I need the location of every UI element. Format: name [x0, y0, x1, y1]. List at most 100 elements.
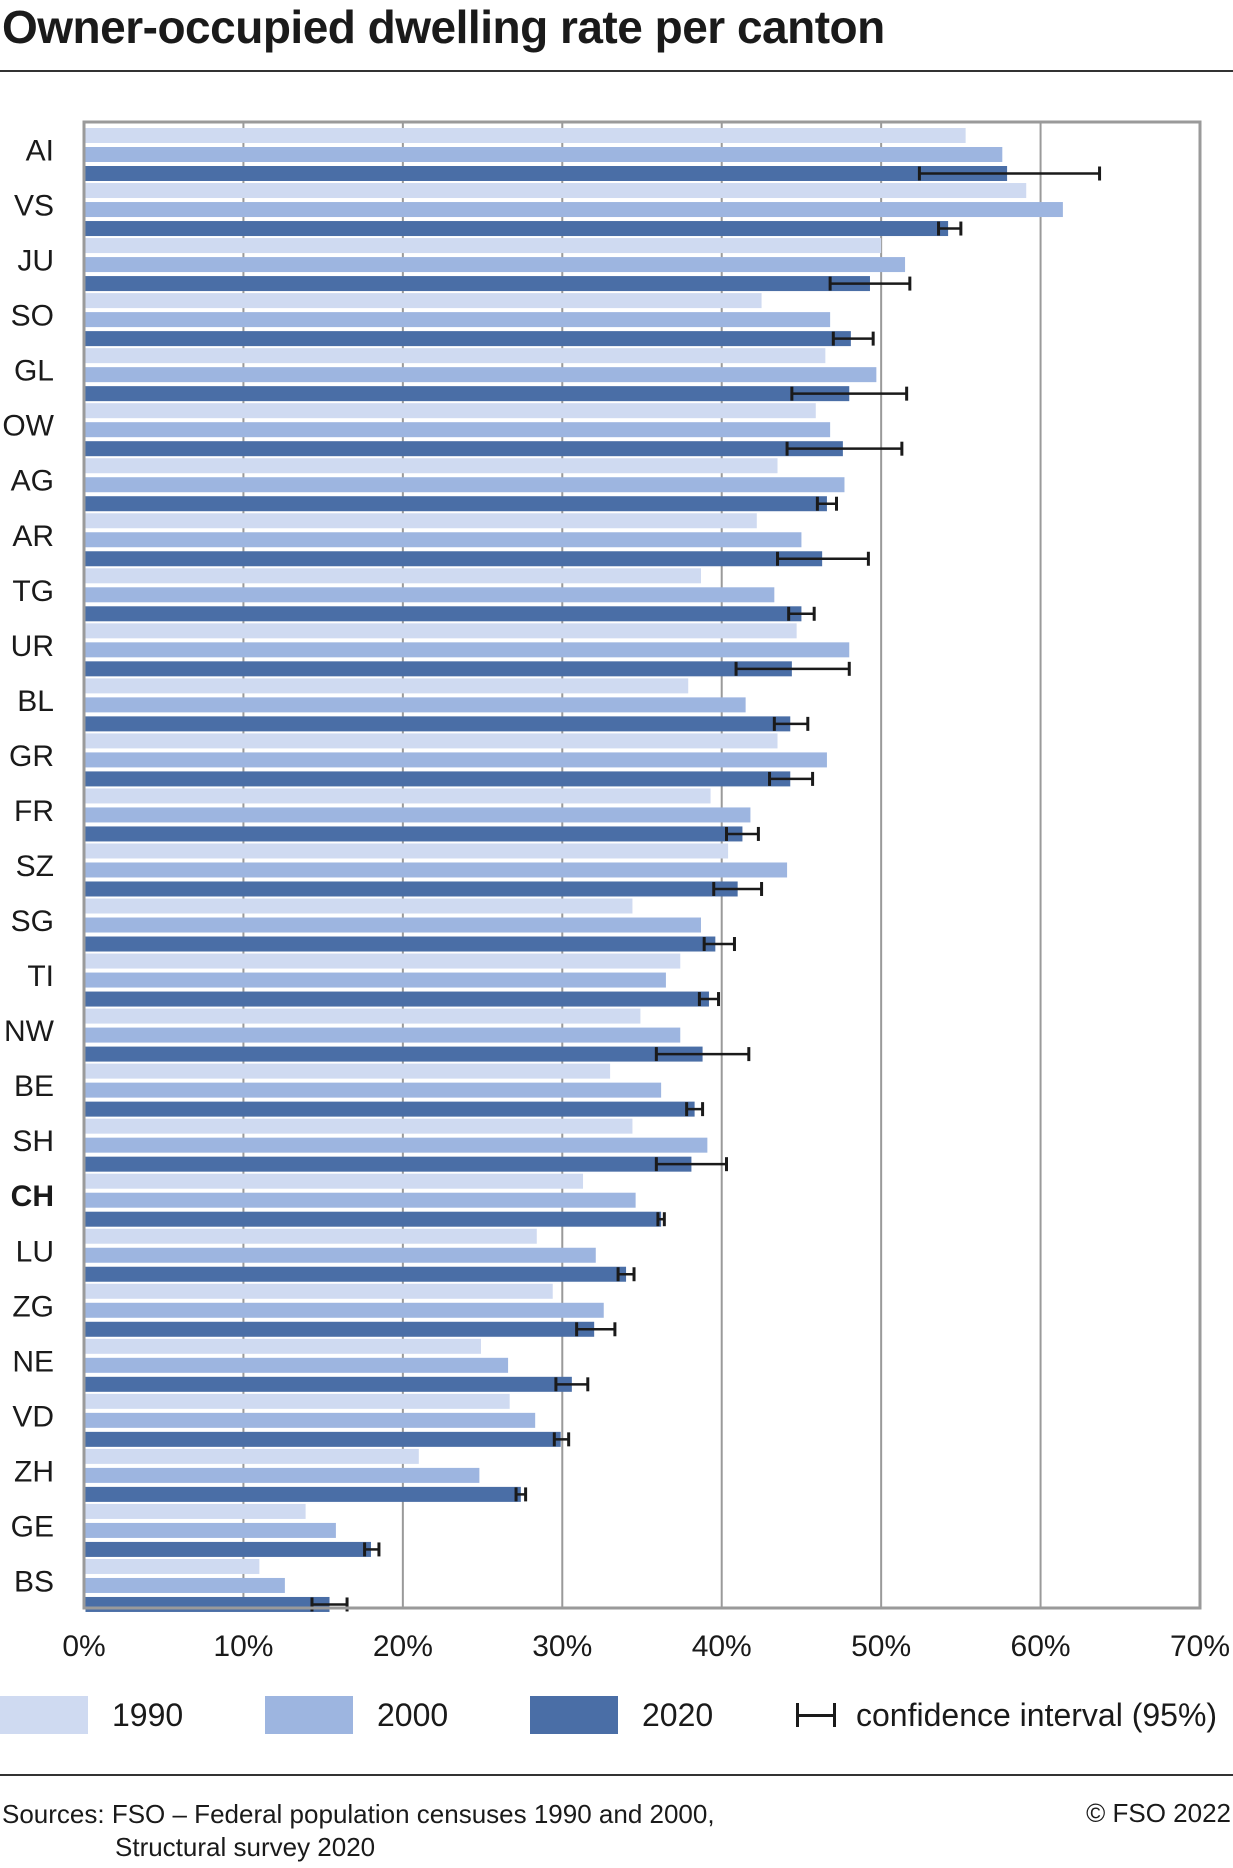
bar-1990-sz [85, 843, 729, 859]
category-label-ow: OW [2, 410, 54, 443]
category-label-so: SO [11, 300, 54, 333]
bar-1990-gr [85, 733, 778, 749]
category-label-ar: AR [12, 520, 54, 553]
bar-1990-lu [85, 1228, 537, 1244]
bar-1990-ne [85, 1338, 481, 1354]
bar-2000-so [85, 312, 831, 328]
bar-2000-vd [85, 1412, 536, 1428]
bar-2020-ag [85, 496, 827, 512]
bar-1990-so [85, 293, 762, 309]
bar-1990-ar [85, 513, 757, 529]
bar-2000-ar [85, 532, 802, 548]
legend-item-ci: confidence interval (95%) [796, 1690, 1217, 1740]
bar-2000-ge [85, 1522, 336, 1538]
copyright-note: © FSO 2022 [1086, 1798, 1231, 1828]
bar-2020-ge [85, 1541, 371, 1557]
bar-2000-bs [85, 1577, 285, 1593]
plot-frame [82, 120, 1202, 1610]
bar-1990-fr [85, 788, 711, 804]
category-label-nw: NW [4, 1015, 55, 1048]
bar-1990-sh [85, 1118, 633, 1134]
footer-divider [0, 1774, 1233, 1776]
bar-2020-fr [85, 826, 743, 842]
bar-2020-ne [85, 1376, 572, 1392]
bar-2020-lu [85, 1266, 627, 1282]
bar-2000-ch [85, 1192, 636, 1208]
x-tick-label: 10% [213, 1630, 273, 1663]
bar-2020-bl [85, 716, 791, 732]
category-label-gr: GR [9, 740, 54, 773]
bar-2000-sg [85, 917, 701, 933]
bar-2000-sh [85, 1137, 708, 1153]
category-label-ju: JU [17, 245, 54, 278]
bar-2020-ow [85, 441, 843, 457]
bar-1990-ur [85, 623, 797, 639]
category-label-vd: VD [12, 1400, 54, 1433]
legend-label-2000: 2000 [377, 1696, 449, 1733]
legend-item-2020: 2020 [530, 1690, 713, 1740]
bar-2020-be [85, 1101, 695, 1117]
x-tick-label: 60% [1011, 1630, 1071, 1663]
bar-2000-ti [85, 972, 666, 988]
category-label-ai: AI [26, 135, 54, 168]
x-tick-label: 40% [692, 1630, 752, 1663]
category-label-ge: GE [11, 1510, 54, 1543]
bar-2020-so [85, 331, 851, 347]
bar-2000-bl [85, 697, 746, 713]
legend-swatch-2000 [265, 1696, 353, 1734]
category-label-lu: LU [16, 1235, 54, 1268]
bar-1990-nw [85, 1008, 641, 1024]
category-label-ti: TI [27, 960, 54, 993]
legend-label-2020: 2020 [642, 1696, 714, 1733]
category-label-zg: ZG [12, 1290, 54, 1323]
bars [85, 128, 1063, 1612]
bar-1990-zh [85, 1448, 419, 1464]
bar-2020-vd [85, 1431, 561, 1447]
confidence-interval-icon [796, 1703, 836, 1727]
bar-1990-sg [85, 898, 633, 914]
bar-1990-ow [85, 403, 816, 419]
category-label-sg: SG [11, 905, 54, 938]
bar-2020-tg [85, 606, 802, 622]
bar-2000-be [85, 1082, 662, 1098]
bar-2000-zh [85, 1467, 480, 1483]
category-label-ur: UR [11, 630, 54, 663]
category-label-be: BE [14, 1070, 54, 1103]
x-tick-label: 70% [1170, 1630, 1230, 1663]
bar-2020-zh [85, 1486, 521, 1502]
bar-1990-bl [85, 678, 689, 694]
bar-1990-gl [85, 348, 826, 364]
category-label-gl: GL [14, 355, 54, 388]
bar-2020-ti [85, 991, 709, 1007]
bar-2000-fr [85, 807, 751, 823]
bar-1990-ge [85, 1503, 306, 1519]
bar-1990-bs [85, 1558, 260, 1574]
bar-2020-sz [85, 881, 738, 897]
bar-2000-ai [85, 147, 1003, 162]
x-tick-label: 30% [532, 1630, 592, 1663]
bar-1990-ag [85, 458, 778, 474]
bar-2000-nw [85, 1027, 681, 1043]
bar-1990-vs [85, 183, 1027, 199]
x-tick-label: 0% [62, 1630, 105, 1663]
legend-swatch-1990 [0, 1696, 88, 1734]
legend-swatch-2020 [530, 1696, 618, 1734]
bar-2000-gr [85, 752, 827, 768]
category-label-ch: CH [11, 1180, 54, 1213]
category-label-ne: NE [12, 1345, 54, 1378]
bar-2000-zg [85, 1302, 604, 1318]
confidence-intervals [310, 166, 1102, 1612]
category-label-ag: AG [11, 465, 54, 498]
bar-2000-ow [85, 422, 831, 438]
bar-2020-ju [85, 276, 870, 292]
bar-2020-ar [85, 551, 823, 567]
category-label-bs: BS [14, 1565, 54, 1598]
category-label-zh: ZH [14, 1455, 54, 1488]
bar-1990-ch [85, 1173, 584, 1189]
bar-2000-sz [85, 862, 788, 878]
bar-2020-zg [85, 1321, 595, 1337]
bar-2020-vs [85, 221, 949, 237]
source-note: Sources: FSO – Federal population census… [2, 1798, 715, 1864]
bar-1990-tg [85, 568, 701, 584]
x-tick-label: 50% [851, 1630, 911, 1663]
